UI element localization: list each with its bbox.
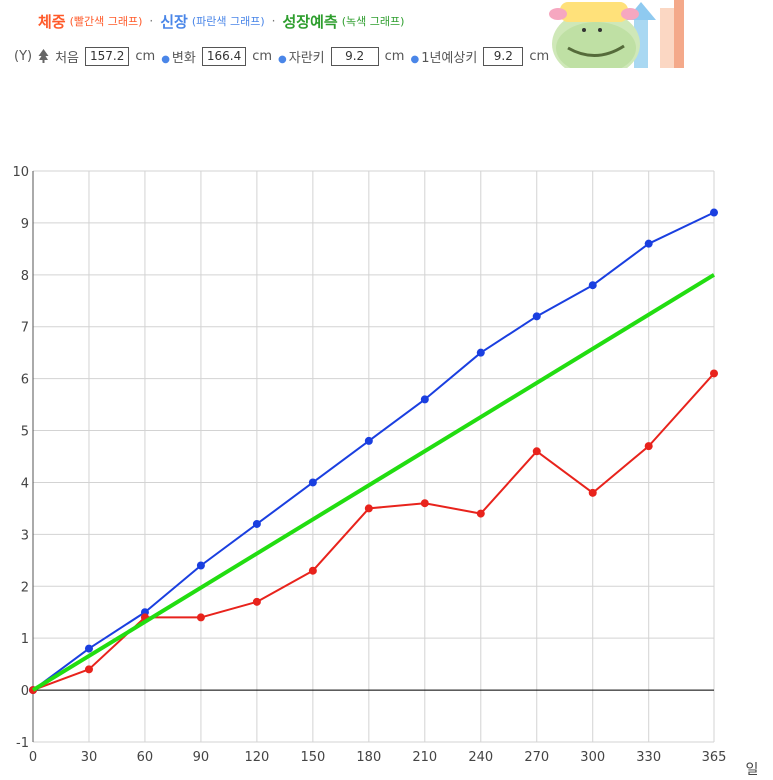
growth-value-field[interactable]: 9.2 (330, 46, 379, 66)
y-tick-label: -1 (16, 736, 29, 751)
y-tick-label: 9 (21, 217, 29, 232)
legend-forecast-label: 성장예측 (282, 12, 338, 31)
x-tick-label: 180 (356, 750, 381, 765)
height-data-point (476, 348, 485, 357)
legend-weight-note: (빨간색 그래프) (69, 15, 143, 28)
weight-data-point (476, 509, 485, 518)
x-tick-label: 0 (29, 750, 37, 765)
weight-data-point (588, 488, 597, 497)
x-tick-label: 120 (244, 750, 269, 765)
x-tick-label: 150 (300, 750, 325, 765)
height-data-point (420, 395, 429, 404)
height-data-point (84, 644, 93, 653)
unit-label: cm (252, 48, 273, 64)
y-tick-label: 0 (21, 684, 29, 699)
change-label: 변화 (171, 50, 196, 66)
y-tick-label: 6 (21, 373, 29, 388)
x-tick-label: 240 (468, 750, 493, 765)
y-tick-label: 10 (12, 165, 29, 180)
bullet-icon: ● (161, 53, 170, 65)
change-value-field[interactable]: 166.4 (201, 46, 247, 66)
unit-label: cm (135, 48, 156, 64)
weight-data-point (308, 566, 317, 575)
weight-data-point (420, 499, 429, 508)
weight-data-point (252, 597, 261, 606)
forecast-height-label: 1년예상키 (421, 50, 478, 66)
y-tick-label: 4 (21, 476, 29, 491)
initial-label: 처음 (55, 50, 80, 66)
legend-weight-label: 체중 (38, 12, 66, 31)
height-data-point (588, 281, 597, 290)
y-tick-label: 1 (21, 632, 29, 647)
chart-legend: 체중 (빨간색 그래프) · 신장 (파란색 그래프) · 성장예측 (녹색 그… (38, 8, 404, 34)
tree-icon (38, 49, 49, 63)
weight-data-point (532, 447, 541, 456)
mascot-icon (549, 0, 684, 68)
unit-label: cm (529, 48, 550, 64)
x-tick-label: 365 (702, 750, 727, 765)
weight-series-line (32, 372, 715, 692)
height-data-point (252, 519, 261, 528)
weight-data-point (84, 665, 93, 674)
x-tick-label: 300 (580, 750, 605, 765)
height-data-point (308, 478, 317, 487)
legend-forecast-note: (녹색 그래프) (341, 15, 405, 28)
y-axis-label: (Y) (14, 48, 33, 64)
growth-label: 자란키 (288, 50, 325, 66)
x-axis-label: 일 (746, 762, 759, 778)
x-tick-label: 60 (137, 750, 154, 765)
x-tick-label: 210 (412, 750, 437, 765)
y-tick-label: 2 (21, 580, 29, 595)
height-data-point (364, 436, 373, 445)
bullet-icon: ● (278, 53, 287, 65)
unit-label: cm (384, 48, 405, 64)
x-tick-label: 90 (193, 750, 210, 765)
legend-height-label: 신장 (160, 12, 188, 31)
weight-data-point (710, 369, 718, 378)
legend-separator: · (271, 14, 276, 28)
height-data-point (644, 239, 653, 248)
weight-data-point (196, 613, 205, 622)
weight-data-point (364, 504, 373, 513)
weight-data-point (644, 442, 653, 451)
height-data-point (710, 208, 718, 217)
forecast-value-field[interactable]: 9.2 (483, 46, 524, 66)
y-tick-label: 8 (21, 269, 29, 284)
initial-value-field[interactable]: 157.2 (85, 46, 130, 66)
legend-separator: · (149, 14, 154, 28)
height-data-point (532, 312, 541, 321)
height-series-line (32, 211, 715, 691)
y-tick-label: 7 (21, 321, 29, 336)
x-tick-label: 270 (524, 750, 549, 765)
y-tick-label: 3 (21, 528, 29, 543)
x-tick-label: 30 (81, 750, 98, 765)
legend-height-note: (파란색 그래프) (191, 15, 265, 28)
forecast-series-line (31, 273, 716, 692)
x-tick-label: 330 (636, 750, 661, 765)
height-data-point (196, 561, 205, 570)
height-values-row: (Y) 처음 157.2 cm ● 변화 166.4 cm ● 자란키 9.2 cm… (14, 44, 549, 68)
y-tick-label: 5 (21, 425, 29, 440)
bullet-icon: ● (410, 53, 420, 65)
